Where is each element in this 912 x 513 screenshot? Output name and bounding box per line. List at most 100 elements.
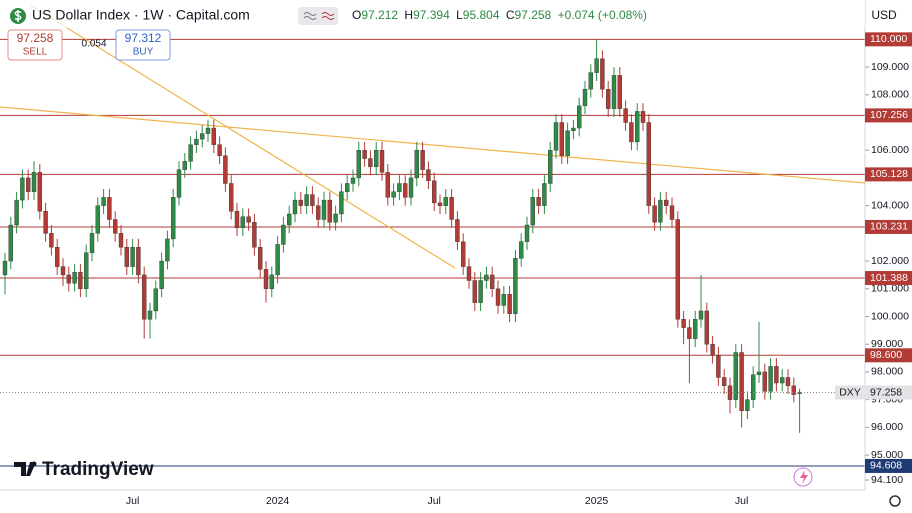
candle-body <box>762 371 767 392</box>
level-tag <box>865 167 912 182</box>
candle-body <box>669 205 675 220</box>
change: +0.074 (+0.08%) <box>558 8 647 22</box>
buy-price: 97.312 <box>125 31 162 45</box>
candle-body <box>333 213 338 223</box>
candle-body <box>275 244 280 276</box>
candle-body <box>304 194 309 206</box>
candle-body <box>43 210 48 234</box>
candle-body <box>530 197 535 226</box>
ohlc-value: 97.394 <box>413 8 450 22</box>
candle-body <box>72 271 77 284</box>
candle-body <box>228 183 234 212</box>
candle-body <box>356 150 361 179</box>
candle-body <box>118 233 124 248</box>
buy-label: BUY <box>133 47 154 58</box>
level-label: 110.000 <box>870 33 907 45</box>
candle-body <box>768 366 773 392</box>
candle-body <box>234 210 240 229</box>
y-tick-label: 98.000 <box>871 366 903 378</box>
y-tick-label: 101.000 <box>871 283 909 295</box>
candle-body <box>101 197 106 206</box>
y-tick-label: 102.000 <box>871 255 909 267</box>
buy-button[interactable] <box>115 29 171 61</box>
settings-icon[interactable] <box>889 495 901 507</box>
level-tag <box>865 348 912 363</box>
foreground-layer: 110.000 107.256 105.128 103.231 101.388 98.60… <box>0 32 912 473</box>
candle-body <box>461 241 466 267</box>
candle-body <box>397 183 402 192</box>
level-label: 101.388 <box>870 272 908 284</box>
candle-body <box>513 258 518 314</box>
candle-body <box>194 138 199 145</box>
candle-body <box>681 319 686 328</box>
candle-body <box>635 111 640 143</box>
candle-body <box>217 144 222 156</box>
x-tick-label: Jul <box>735 495 748 507</box>
candle-body <box>20 177 25 201</box>
symbol-icon-glyph <box>14 10 22 22</box>
candle-body <box>60 266 66 276</box>
level-label: 107.256 <box>870 109 908 121</box>
candle-body <box>83 252 89 289</box>
candle-body <box>559 122 564 156</box>
logo-icon <box>31 461 37 467</box>
candle-body <box>455 219 460 242</box>
candle-body <box>437 202 443 206</box>
header-bg <box>0 0 865 28</box>
icon <box>800 470 808 484</box>
candle-body <box>246 216 251 223</box>
candle-body <box>205 127 211 134</box>
candle-body <box>147 310 153 320</box>
sell-button[interactable] <box>7 29 63 61</box>
candle-body <box>223 155 228 184</box>
candle-body <box>339 191 344 215</box>
candle-body <box>698 310 704 320</box>
candle-body <box>710 344 715 356</box>
candle-body <box>536 197 541 206</box>
candles <box>2 39 802 433</box>
candle-body <box>606 89 611 109</box>
candle-body <box>756 371 762 375</box>
y-tick-label: 99.000 <box>871 338 903 350</box>
candle-body <box>362 150 367 159</box>
candle-body <box>374 150 379 168</box>
candle-body <box>345 183 350 192</box>
y-tick-label: 95.000 <box>871 449 903 461</box>
y-tick-label: 104.000 <box>871 199 909 211</box>
level-tag <box>865 219 912 234</box>
candle-body <box>426 169 431 181</box>
candle-body <box>49 233 54 248</box>
candle-body <box>542 183 547 206</box>
candle-body <box>269 274 274 289</box>
y-tick-label: 109.000 <box>871 61 909 73</box>
level-tag <box>865 108 912 123</box>
candle-body <box>385 172 390 198</box>
compare-button[interactable] <box>298 7 338 25</box>
candle-body <box>141 274 147 320</box>
candle-body <box>507 294 512 314</box>
level-label: 103.231 <box>870 221 908 233</box>
ohlc-label: O <box>352 8 361 22</box>
candle-body <box>95 205 101 234</box>
candle-body <box>548 150 553 184</box>
candle-body <box>310 194 315 206</box>
y-tick-label: 96.000 <box>871 421 903 433</box>
y-tick-label: 108.000 <box>871 89 909 101</box>
trend-line <box>29 4 456 269</box>
candle-body <box>37 172 42 212</box>
symbol-tag <box>835 385 865 400</box>
x-tick-label: Jul <box>427 495 440 507</box>
currency[interactable]: USD <box>871 8 897 22</box>
candle-body <box>281 224 286 245</box>
candle-body <box>188 144 193 162</box>
ohlc-label: H <box>404 8 413 22</box>
candle-body <box>420 150 425 170</box>
candle-body <box>327 199 332 223</box>
candle-body <box>391 191 396 198</box>
candle-body <box>640 111 646 123</box>
candle-body <box>368 158 373 168</box>
trend-line <box>0 106 866 184</box>
candle-body <box>693 319 698 339</box>
sell-label: SELL <box>23 47 48 58</box>
